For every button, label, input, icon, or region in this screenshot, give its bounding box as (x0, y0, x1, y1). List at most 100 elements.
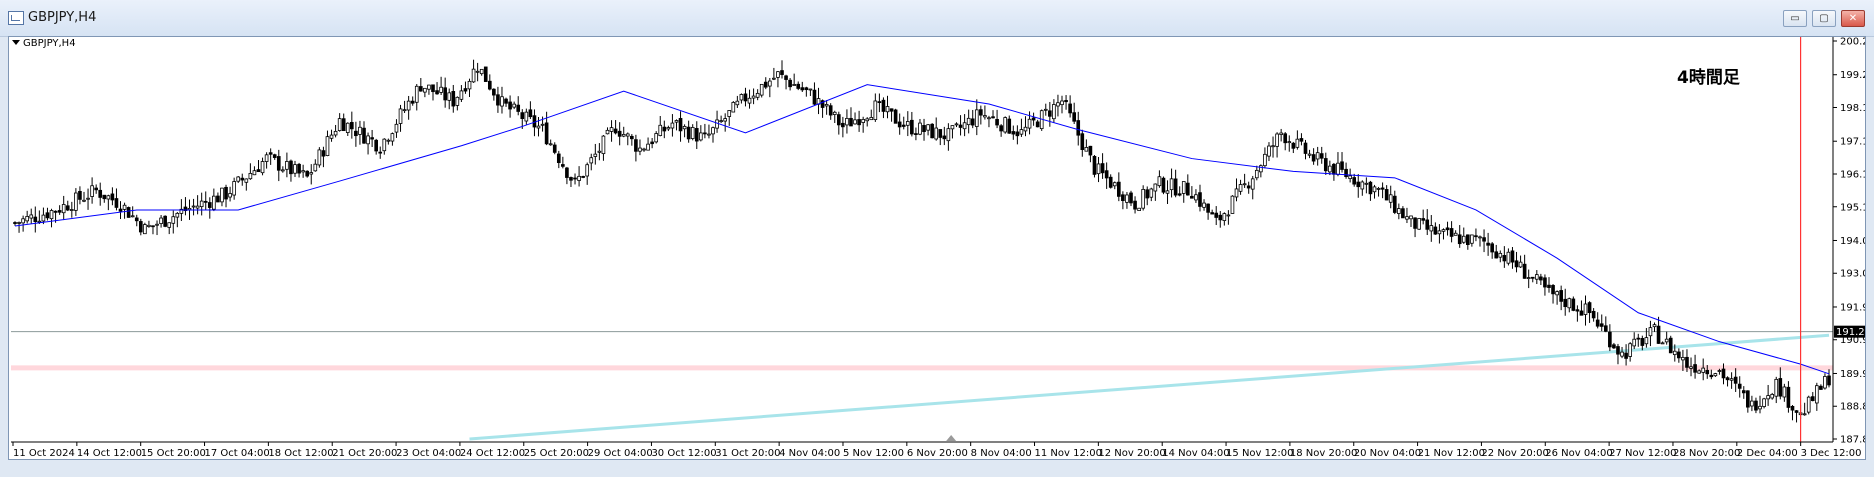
candle-body (216, 195, 220, 203)
candle-body (630, 135, 634, 140)
candle-body (751, 95, 756, 99)
candle-body (207, 202, 212, 208)
price-tick-label: 199.210 (1840, 70, 1865, 81)
candle-body (500, 96, 504, 107)
candle-body (220, 187, 224, 203)
candle-body (1514, 260, 1519, 268)
candle-body (414, 85, 419, 103)
candle-body (520, 112, 525, 120)
candle-body (524, 111, 529, 122)
candle-body (1656, 325, 1661, 344)
candle-body (556, 153, 561, 164)
candle-body (114, 198, 119, 208)
price-tick-label: 193.030 (1840, 269, 1865, 280)
candle-body (455, 96, 460, 106)
candle-body (792, 84, 796, 86)
candle-body (1076, 120, 1081, 136)
candle-body (755, 92, 760, 98)
candle-body (1457, 234, 1462, 245)
candle-body (1579, 310, 1584, 316)
candle-body (1555, 291, 1559, 296)
candle-body (358, 126, 362, 135)
candle-body (1794, 410, 1799, 413)
candle-body (979, 109, 983, 116)
candle-body (544, 122, 549, 145)
candle-body (1478, 236, 1482, 239)
maximize-button[interactable]: ▢ (1812, 10, 1836, 27)
candle-body (1007, 118, 1012, 134)
candle-body (1060, 100, 1064, 106)
candle-body (694, 128, 699, 142)
candle-body (711, 127, 715, 135)
candle-body (910, 119, 914, 135)
candle-body (1121, 194, 1125, 201)
candle-body (406, 100, 411, 111)
candle-body (309, 172, 314, 175)
candle-body (1234, 188, 1239, 198)
candle-body (439, 86, 443, 93)
time-tick-label: 29 Oct 04:00 (588, 448, 653, 459)
price-chart[interactable]: 200.260 199.210 198.190 197.140 196.120 195.1… (9, 37, 1865, 459)
candle-body (1194, 194, 1198, 201)
candle-body (69, 209, 74, 211)
candle-body (1052, 104, 1056, 120)
candle-body (378, 151, 383, 154)
candle-body (954, 123, 959, 126)
candle-body (674, 120, 679, 123)
price-tick-label: 188.890 (1840, 402, 1865, 413)
candle-body (589, 157, 594, 164)
symbol-label-text: GBPJPY,H4 (23, 38, 76, 49)
time-tick-label: 22 Nov 20:00 (1481, 448, 1548, 459)
candle-body (305, 170, 310, 177)
candle-body (930, 123, 934, 139)
candle-body (1157, 176, 1162, 187)
candle-body (1652, 324, 1657, 328)
candle-body (987, 117, 991, 120)
candle-body (885, 106, 890, 113)
candle-body (999, 125, 1003, 132)
candle-body (1482, 237, 1486, 242)
candle-body (33, 216, 38, 222)
candle-body (1117, 181, 1121, 197)
candle-body (248, 173, 253, 180)
candle-body (1129, 192, 1133, 204)
candle-body (1425, 219, 1430, 230)
candle-body (577, 175, 581, 181)
candle-body (625, 133, 630, 137)
chart-window[interactable]: 200.260 199.210 198.190 197.140 196.120 195.1… (8, 36, 1866, 460)
candle-body (946, 128, 951, 142)
candle-body (699, 132, 703, 141)
time-tick-label: 25 Oct 20:00 (524, 448, 589, 459)
candle-body (1413, 217, 1417, 229)
candle-body (1681, 357, 1685, 361)
candle-body (593, 153, 598, 157)
candle-body (427, 84, 431, 90)
candle-body (682, 126, 687, 130)
candle-body (151, 225, 155, 228)
minimize-button[interactable]: ▭ (1783, 10, 1807, 27)
candle-body (569, 177, 573, 181)
candle-body (824, 104, 829, 107)
candle-body (1190, 195, 1194, 199)
candle-body (877, 101, 882, 104)
candle-body (1332, 163, 1336, 175)
candle-body (29, 214, 34, 219)
candle-body (601, 135, 606, 155)
candle-body (796, 83, 801, 89)
minimize-icon: ▭ (1790, 13, 1800, 24)
candle-body (1806, 396, 1811, 413)
candle-body (1263, 153, 1267, 167)
candle-body (767, 80, 772, 87)
candle-body (183, 206, 188, 212)
candle-body (1693, 364, 1697, 373)
close-button[interactable]: ✕ (1841, 10, 1865, 27)
candle-body (1449, 228, 1454, 237)
candle-body (17, 222, 21, 224)
candle-body (901, 124, 906, 127)
dropdown-triangle-icon[interactable] (12, 40, 20, 45)
candle-body (147, 224, 151, 227)
candle-body (1108, 176, 1113, 188)
candle-body (1023, 126, 1028, 132)
candle-body (1384, 189, 1389, 201)
candle-body (1084, 147, 1089, 152)
